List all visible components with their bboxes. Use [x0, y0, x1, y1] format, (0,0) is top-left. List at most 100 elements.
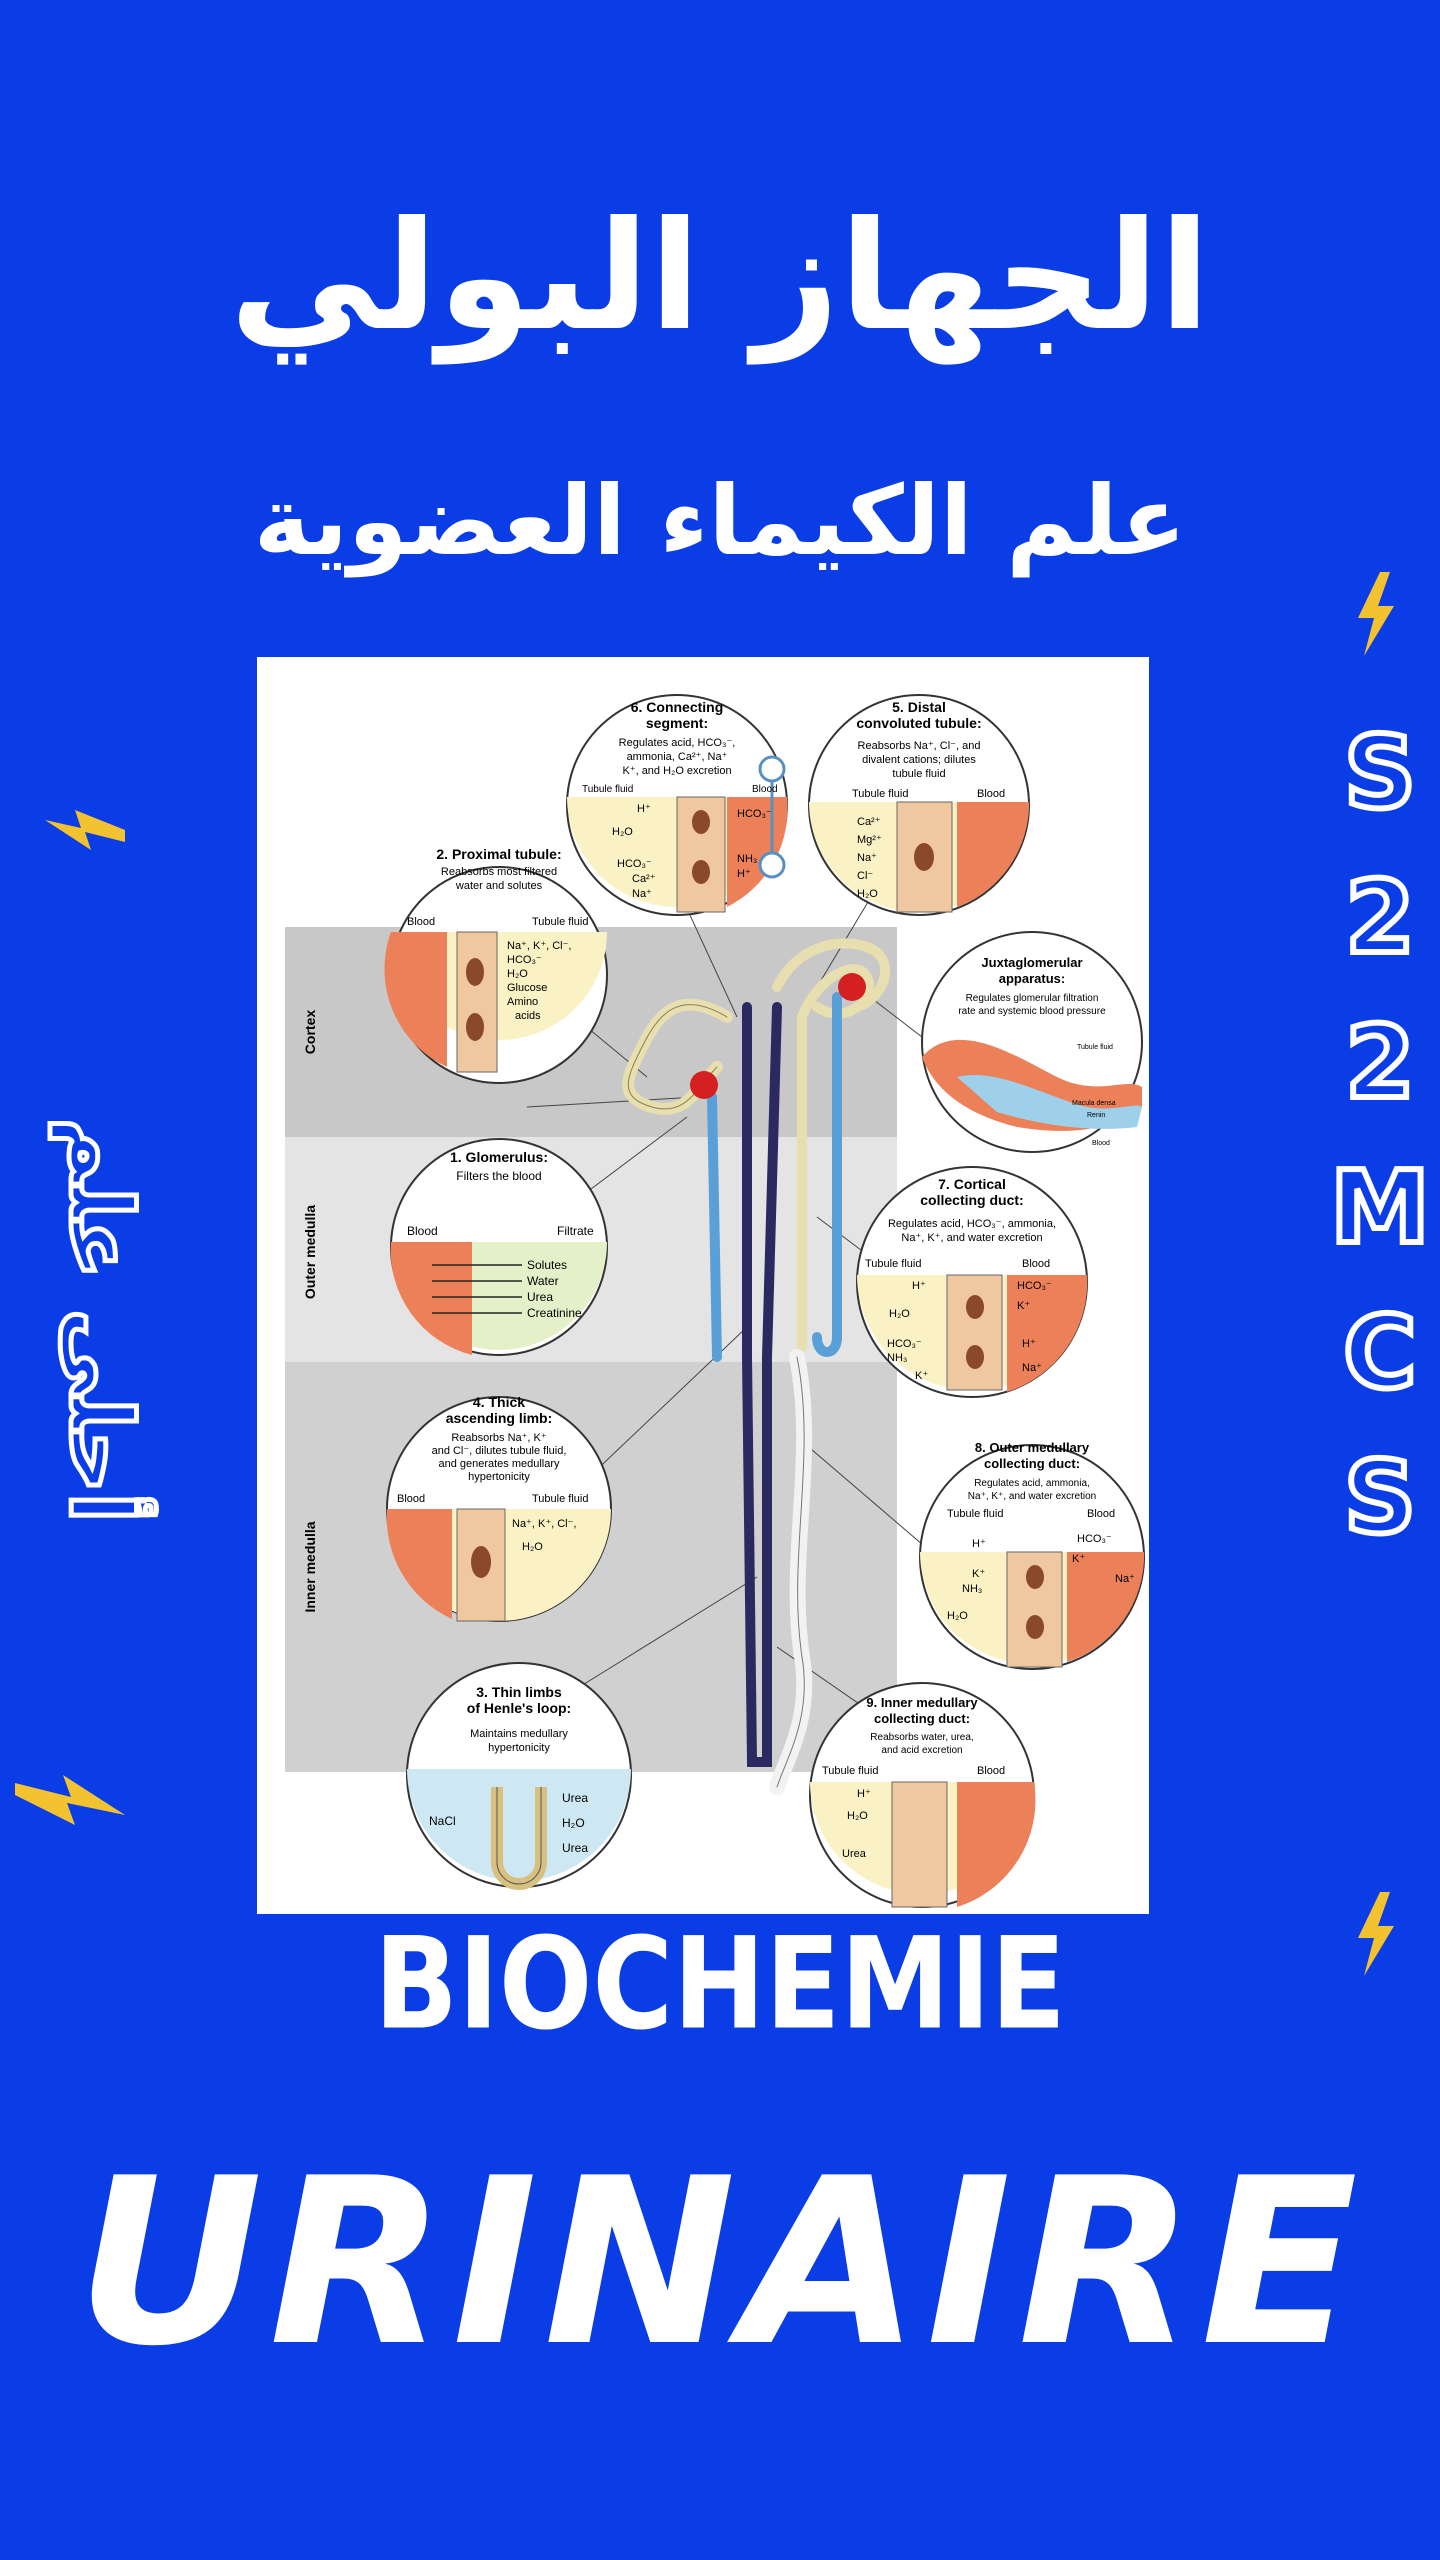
circle-item: H⁺: [912, 1280, 926, 1292]
circle-col-label: Blood: [397, 1493, 425, 1505]
circle-item: NH₃: [962, 1583, 982, 1595]
circle-connecting-segment: 6. Connecting segment: Regulates acid, H…: [566, 694, 788, 916]
circle-col-label: Tubule fluid: [582, 784, 633, 795]
circle-col-label: Filtrate: [557, 1224, 594, 1238]
circle-item: H₂O: [507, 968, 528, 980]
circle-item: Renin: [1087, 1112, 1105, 1119]
glomerulus-dot: [690, 1071, 718, 1099]
circle-desc: water and solutes: [455, 880, 543, 892]
side-letters: S 2 2 M C S: [1327, 700, 1433, 1570]
circle-item: acids: [515, 1010, 541, 1022]
circle-item: H₂O: [847, 1810, 868, 1822]
circle-item: Amino: [507, 996, 538, 1008]
circle-desc: rate and systemic blood pressure: [958, 1006, 1106, 1017]
circle-title: Juxtaglomerular: [981, 955, 1082, 970]
circle-item: NH₃: [737, 853, 757, 865]
circle-thick-ascending-limb: 4. Thick ascending limb: Reabsorbs Na⁺, …: [386, 1394, 612, 1622]
circle-item: H⁺: [857, 1788, 871, 1800]
circle-desc: Regulates acid, HCO₃⁻, ammonia,: [888, 1218, 1056, 1230]
circle-col-label: Tubule fluid: [865, 1258, 921, 1270]
circle-juxtaglomerular: Juxtaglomerular apparatus: Regulates glo…: [921, 931, 1143, 1153]
side-letter: M: [1327, 1146, 1433, 1269]
circle-col-label: Blood: [1087, 1508, 1115, 1520]
circle-item: NaCl: [429, 1814, 456, 1828]
circle-title: 8. Outer medullary: [975, 1440, 1090, 1455]
circle-desc: Reabsorbs most filtered: [441, 866, 557, 878]
circle-item: HCO₃⁻: [1017, 1280, 1052, 1292]
circle-item: HCO₃⁻: [887, 1338, 922, 1350]
circle-desc: hypertonicity: [468, 1471, 530, 1483]
circle-desc: Reabsorbs water, urea,: [870, 1732, 973, 1743]
circle-item: Urea: [562, 1791, 588, 1805]
circle-item: H⁺: [1022, 1338, 1036, 1350]
circle-item: K⁺: [915, 1370, 928, 1382]
circle-item: H₂O: [522, 1541, 543, 1553]
circle-col-label: Tubule fluid: [947, 1508, 1003, 1520]
circle-title: convoluted tubule:: [856, 715, 981, 731]
circle-desc: Reabsorbs Na⁺, K⁺: [451, 1432, 547, 1444]
circle-thin-limbs: 3. Thin limbs of Henle's loop: Maintains…: [406, 1662, 632, 1890]
circle-item: HCO₃⁻: [617, 858, 652, 870]
circle-desc: tubule fluid: [892, 768, 945, 780]
side-letter: C: [1340, 1291, 1419, 1414]
circle-col-label: Blood: [407, 1224, 438, 1238]
lightning-icon: [15, 1775, 125, 1825]
circle-item: HCO₃⁻: [507, 954, 542, 966]
nephron-figure: Cortex Outer medulla Inner medulla 1. G: [257, 657, 1149, 1914]
circle-title: 4. Thick: [473, 1394, 525, 1410]
circle-col-label: Blood: [407, 916, 435, 928]
circle-item: K⁺: [972, 1568, 985, 1580]
circle-item: HCO₃⁻: [1077, 1533, 1112, 1545]
circle-item: Urea: [562, 1841, 588, 1855]
circle-glomerulus: 1. Glomerulus: Filters the blood Blood F…: [390, 1138, 608, 1356]
circle-col-label: Blood: [977, 788, 1005, 800]
side-left-text: أحلى علم: [48, 1115, 153, 1525]
circle-item: HCO₃⁻: [737, 808, 772, 820]
circle-title: 3. Thin limbs: [476, 1684, 562, 1700]
circle-col-label: Blood: [752, 784, 778, 795]
circle-item: Mg²⁺: [857, 834, 882, 846]
circle-item: Cl⁻: [857, 870, 873, 882]
biochemie-label: BIOCHEMIE: [374, 1910, 1066, 2058]
circle-desc: divalent cations; dilutes: [862, 754, 976, 766]
circle-inner-medullary-duct: 9. Inner medullary collecting duct: Reab…: [809, 1682, 1036, 1908]
circle-col-label: Tubule fluid: [852, 788, 908, 800]
main-title: الجهاز البولي: [229, 190, 1211, 364]
circle-title: of Henle's loop:: [467, 1700, 571, 1716]
circle-item: Macula densa: [1072, 1100, 1116, 1107]
circle-item: H⁺: [972, 1538, 986, 1550]
circle-title: ascending limb:: [446, 1410, 553, 1426]
subtitle: علم الكيماء العضوية: [253, 465, 1187, 577]
circle-proximal-tubule: 2. Proximal tubule: Reabsorbs most filte…: [384, 846, 608, 1084]
circle-item: Creatinine: [527, 1306, 582, 1320]
circle-item: K⁺: [1017, 1300, 1030, 1312]
side-left-text-wrapper: أحلى علم: [40, 820, 153, 1820]
circle-title: apparatus:: [999, 971, 1065, 986]
urinaire-label: URINAIRE: [76, 2130, 1364, 2397]
circle-desc: ammonia, Ca²⁺, Na⁺: [627, 751, 728, 763]
circle-item: Na⁺, K⁺, Cl⁻,: [512, 1518, 577, 1530]
circle-title: 1. Glomerulus:: [450, 1149, 548, 1165]
circle-item: Blood: [1092, 1140, 1110, 1147]
circle-col-label: Tubule fluid: [532, 1493, 588, 1505]
side-letter: 2: [1342, 1001, 1418, 1124]
circle-col-label: Blood: [977, 1765, 1005, 1777]
circle-col-label: Tubule fluid: [532, 916, 588, 928]
circle-title: collecting duct:: [874, 1711, 970, 1726]
circle-desc: K⁺, and H₂O excretion: [622, 765, 731, 777]
circle-title: 7. Cortical: [938, 1176, 1006, 1192]
side-letter: 2: [1342, 856, 1418, 979]
circle-item: NH₃: [887, 1352, 907, 1364]
circle-item: Urea: [842, 1848, 867, 1860]
lightning-icon: [1358, 1892, 1394, 1976]
circle-desc: Filters the blood: [456, 1169, 541, 1183]
circle-item: Ca²⁺: [632, 873, 656, 885]
circle-item: K⁺: [1072, 1553, 1085, 1565]
circle-item: Na⁺: [1115, 1573, 1135, 1585]
circle-col-label: Blood: [1022, 1258, 1050, 1270]
circle-desc: and generates medullary: [438, 1458, 560, 1470]
side-letter: S: [1341, 711, 1419, 834]
circle-desc: Regulates acid, ammonia,: [974, 1478, 1090, 1489]
circle-item: Solutes: [527, 1258, 567, 1272]
circle-desc: Reabsorbs Na⁺, Cl⁻, and: [858, 740, 981, 752]
